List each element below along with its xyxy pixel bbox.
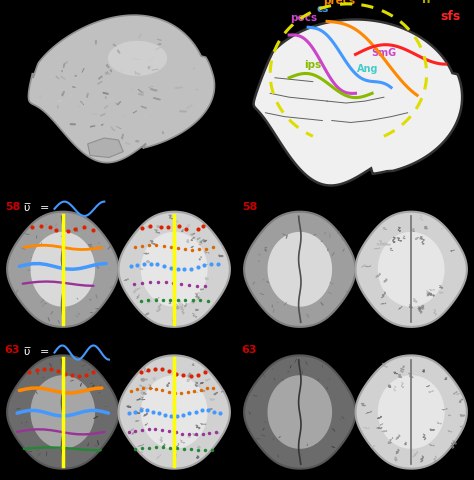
Polygon shape xyxy=(244,355,356,468)
Polygon shape xyxy=(267,232,332,307)
Polygon shape xyxy=(378,375,445,449)
Polygon shape xyxy=(30,375,95,449)
Text: pocs: pocs xyxy=(290,13,317,24)
Text: 58: 58 xyxy=(242,202,257,212)
Text: precs: precs xyxy=(323,0,355,6)
Polygon shape xyxy=(88,138,123,157)
Text: sfs: sfs xyxy=(440,11,460,24)
Text: υ̅: υ̅ xyxy=(24,347,30,357)
Text: 58: 58 xyxy=(5,202,20,212)
Text: =: = xyxy=(40,347,50,357)
Text: cs: cs xyxy=(316,4,328,13)
Ellipse shape xyxy=(108,41,167,76)
Text: υ̅: υ̅ xyxy=(24,203,30,213)
Text: Ang: Ang xyxy=(356,64,378,74)
Polygon shape xyxy=(254,20,462,185)
Text: =: = xyxy=(40,203,50,213)
Polygon shape xyxy=(141,232,208,307)
FancyBboxPatch shape xyxy=(12,10,220,185)
Polygon shape xyxy=(118,212,230,327)
Polygon shape xyxy=(30,232,95,307)
Polygon shape xyxy=(267,375,332,449)
Polygon shape xyxy=(378,232,445,307)
Polygon shape xyxy=(7,355,118,468)
Text: ips: ips xyxy=(304,60,321,70)
Polygon shape xyxy=(356,355,467,468)
Polygon shape xyxy=(118,355,230,468)
Polygon shape xyxy=(28,15,214,163)
Text: lf: lf xyxy=(422,0,431,6)
Polygon shape xyxy=(141,375,208,449)
Polygon shape xyxy=(7,212,118,327)
Text: SmG: SmG xyxy=(371,48,397,59)
Text: 63: 63 xyxy=(5,346,20,356)
Polygon shape xyxy=(356,212,467,327)
Polygon shape xyxy=(244,212,356,327)
Text: 63: 63 xyxy=(242,346,257,356)
